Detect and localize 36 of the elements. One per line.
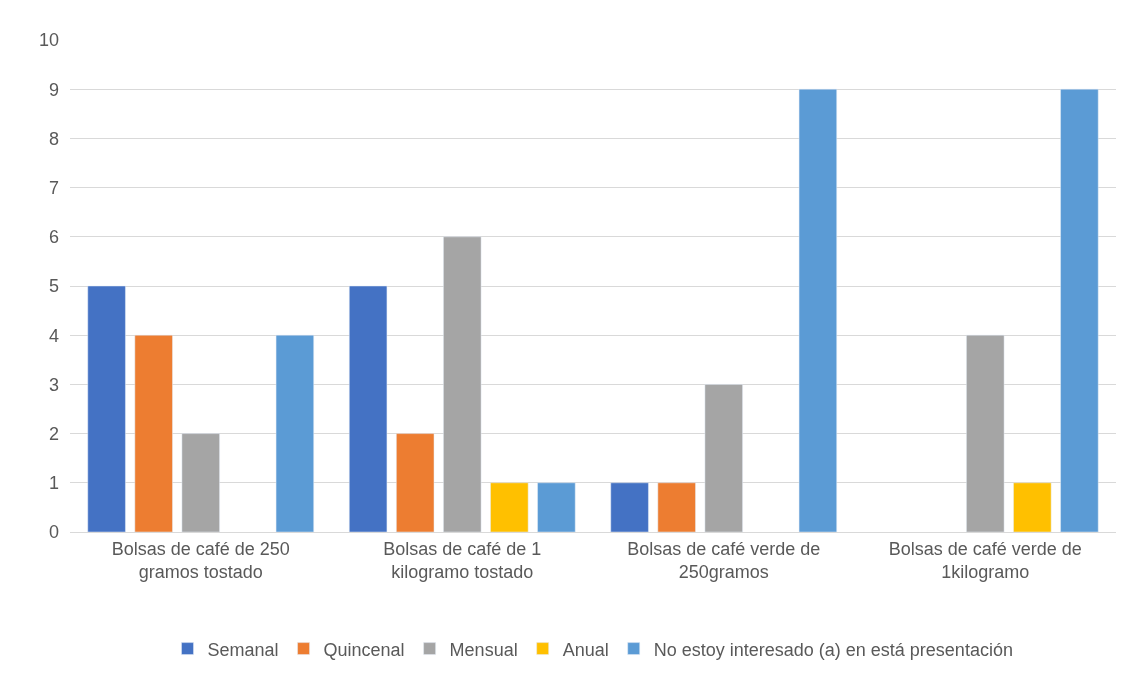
bar bbox=[704, 384, 743, 532]
bar bbox=[1013, 482, 1052, 532]
legend-label: Semanal bbox=[207, 639, 279, 660]
bar bbox=[657, 482, 696, 532]
y-tick-label: 2 bbox=[48, 423, 59, 444]
legend-label: No estoy interesado (a) en está presentación bbox=[653, 639, 1013, 660]
bar bbox=[1060, 88, 1099, 532]
x-tick-label: Bolsas de café de 1 kilogramo tostado bbox=[383, 538, 542, 582]
bar bbox=[181, 433, 220, 532]
y-tick-label: 5 bbox=[48, 276, 59, 297]
y-tick-label: 0 bbox=[48, 522, 59, 543]
y-tick-label: 4 bbox=[48, 325, 59, 346]
bar bbox=[966, 334, 1005, 532]
x-tick-label: Bolsas de café verde de 1kilogramo bbox=[888, 538, 1082, 582]
y-tick-label: 8 bbox=[48, 128, 59, 149]
bar bbox=[396, 433, 435, 532]
bar bbox=[87, 285, 126, 532]
legend-label: Quincenal bbox=[323, 639, 405, 660]
y-tick-label: 6 bbox=[48, 227, 59, 248]
legend-label: Anual bbox=[562, 639, 609, 660]
x-tick-label: Bolsas de café de 250 gramos tostado bbox=[111, 538, 290, 582]
x-tick-label: Bolsas de café verde de 250gramos bbox=[627, 538, 821, 582]
bar bbox=[349, 285, 388, 532]
y-tick-label: 3 bbox=[48, 374, 59, 395]
bar bbox=[443, 236, 482, 532]
bar bbox=[134, 334, 173, 532]
y-tick-label: 10 bbox=[38, 30, 59, 51]
bar bbox=[610, 482, 649, 532]
y-tick-label: 7 bbox=[48, 177, 59, 198]
bar bbox=[798, 88, 837, 532]
bar bbox=[537, 482, 576, 532]
legend-label: Mensual bbox=[449, 639, 518, 660]
bar bbox=[275, 334, 314, 532]
bar bbox=[490, 482, 529, 532]
y-tick-label: 9 bbox=[48, 79, 59, 100]
y-tick-label: 1 bbox=[48, 473, 59, 494]
